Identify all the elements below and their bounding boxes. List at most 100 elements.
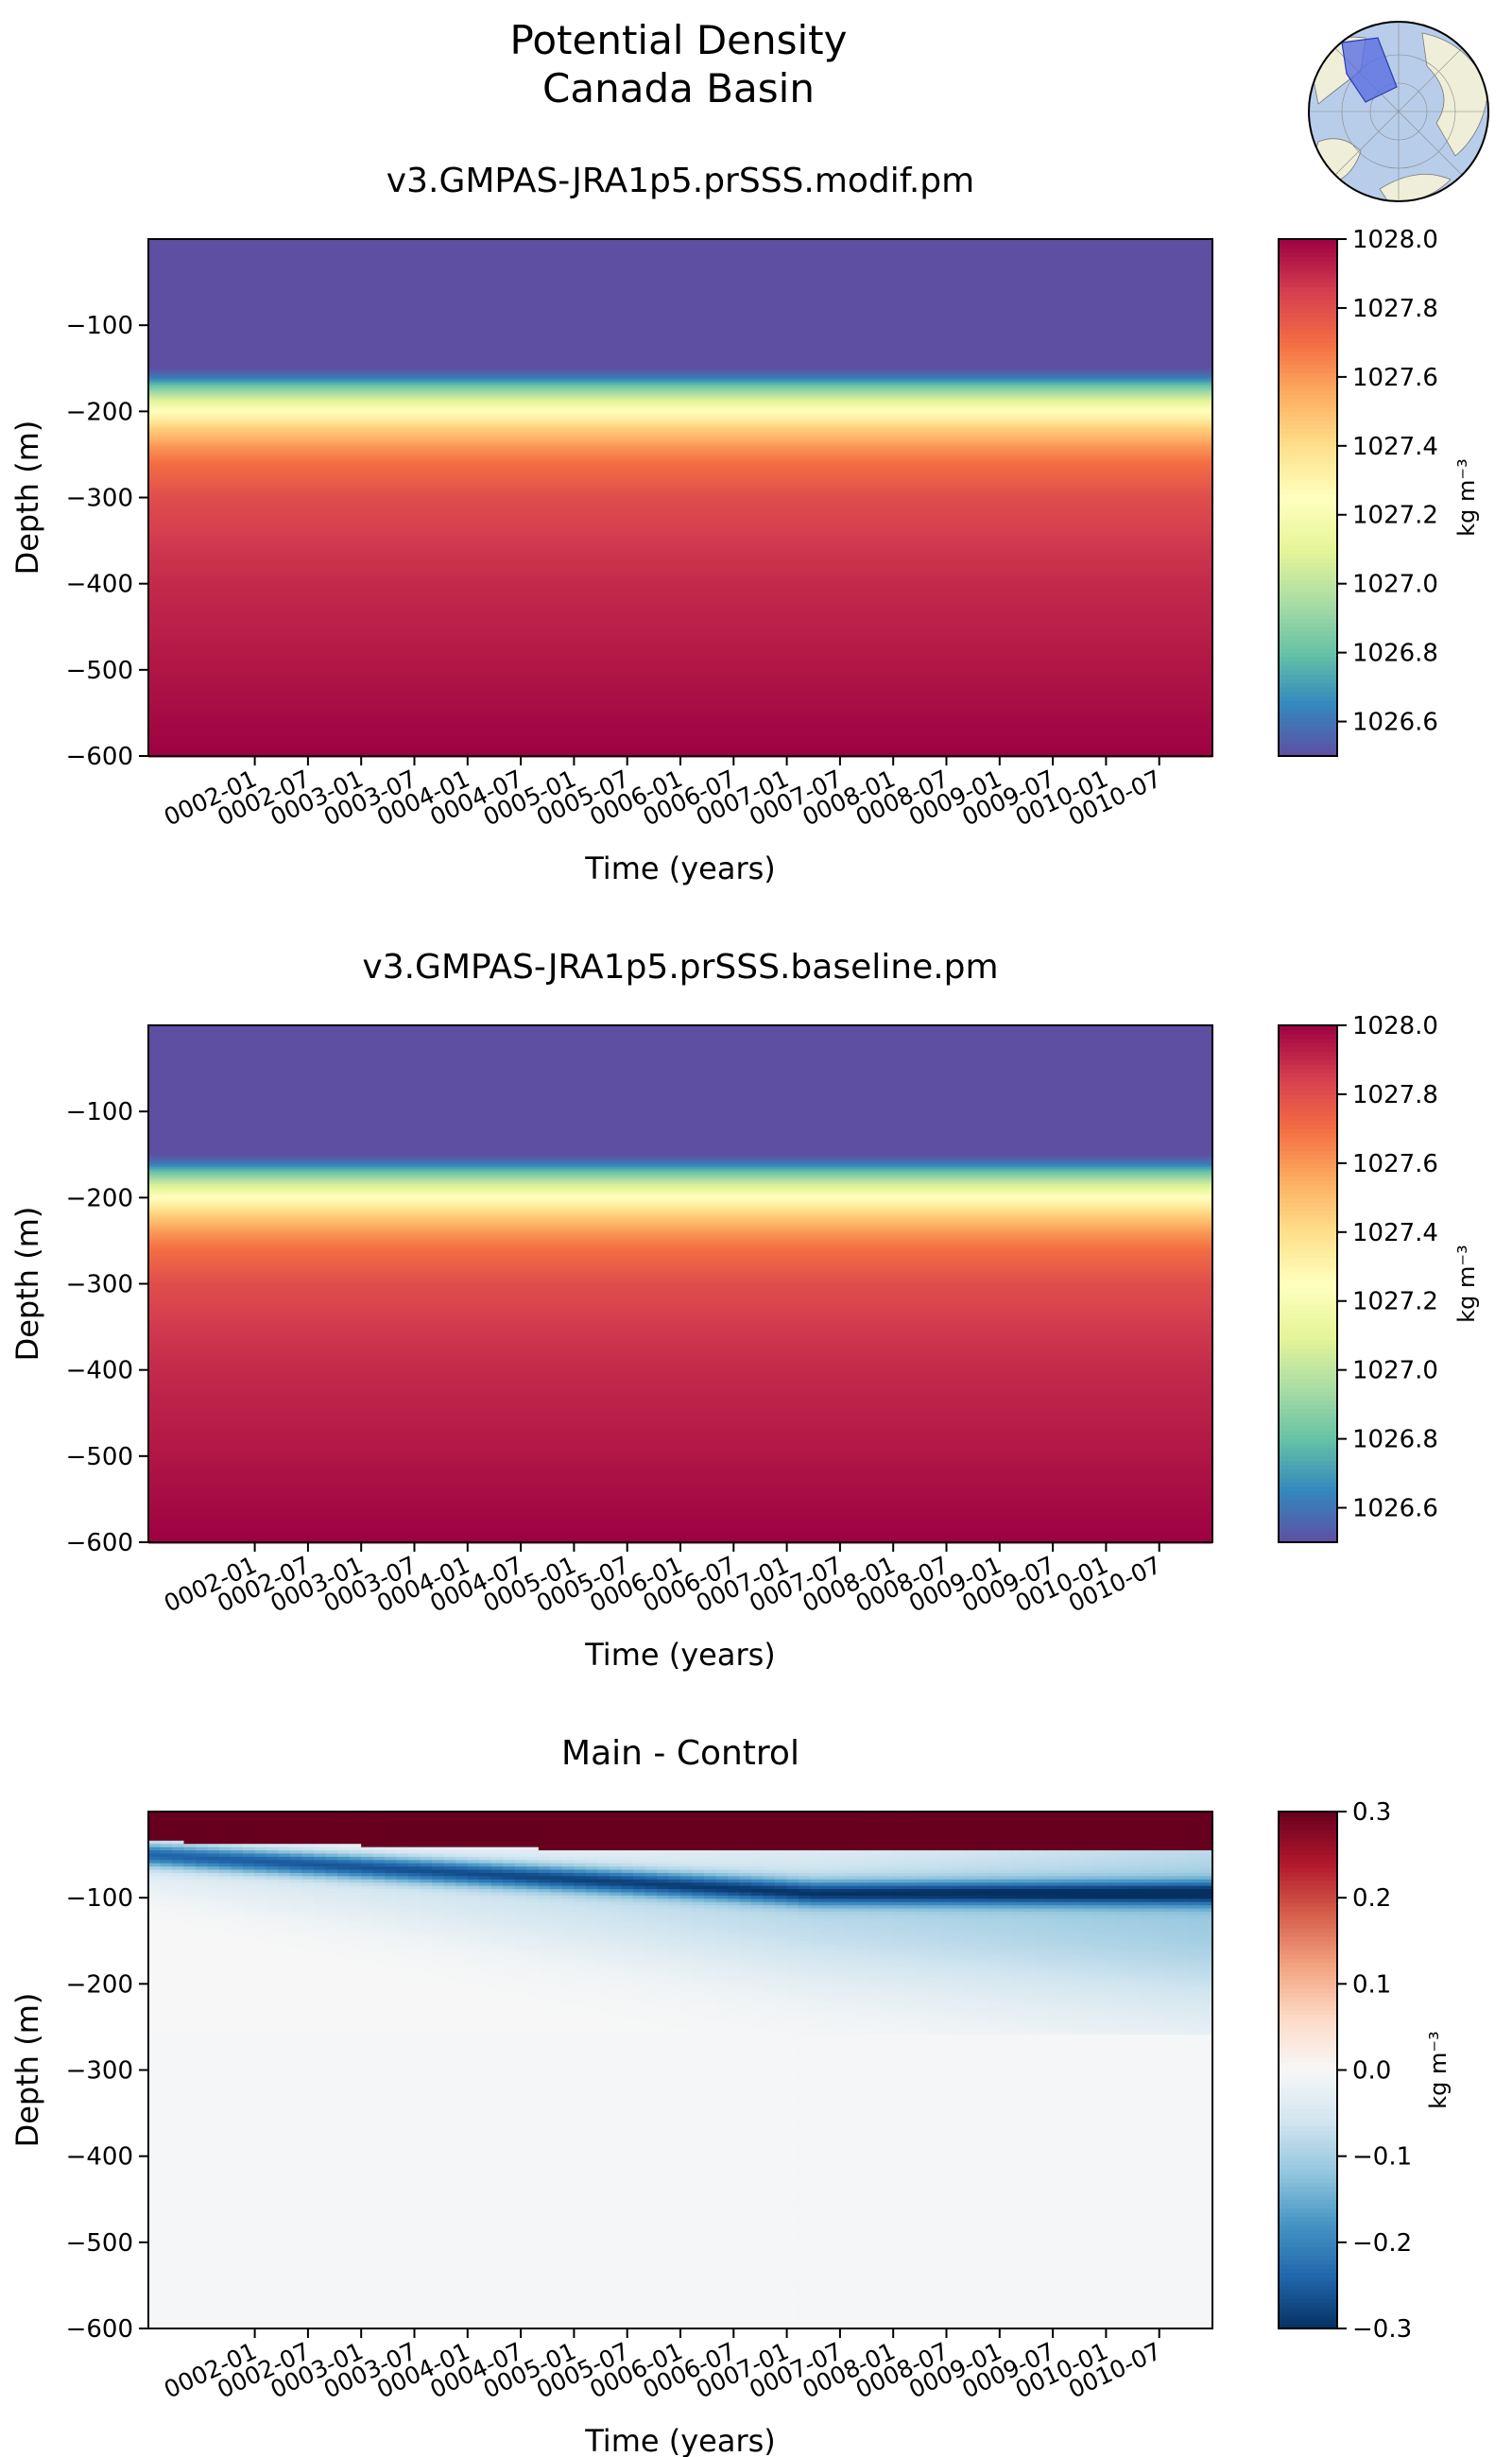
- heatmap-cell: [148, 1502, 1212, 1504]
- heatmap-cell: [243, 2067, 256, 2071]
- heatmap-cell: [337, 2060, 351, 2065]
- heatmap-cell: [231, 2202, 244, 2207]
- heatmap-cell: [337, 1944, 351, 1949]
- heatmap-cell: [243, 2244, 256, 2249]
- heatmap-cell: [301, 2293, 315, 2297]
- heatmap-cell: [148, 608, 1212, 610]
- colorbar-swatch: [1279, 1529, 1337, 1535]
- heatmap-cell: [243, 2257, 256, 2261]
- heatmap-cell: [254, 2260, 267, 2265]
- heatmap-cell: [325, 1944, 338, 1949]
- heatmap-cell: [196, 1860, 209, 1864]
- heatmap-cell: [160, 2244, 173, 2249]
- heatmap-cell: [148, 1042, 1212, 1045]
- heatmap-cell: [349, 2063, 362, 2068]
- heatmap-cell: [420, 2283, 433, 2288]
- heatmap-cell: [148, 577, 1212, 580]
- heatmap-cell: [160, 1828, 173, 1832]
- heatmap-cell: [361, 1933, 374, 1938]
- heatmap-cell: [219, 2156, 232, 2161]
- heatmap-cell: [314, 2024, 327, 2029]
- heatmap-cell: [172, 2176, 185, 2181]
- heatmap-cell: [314, 2257, 327, 2261]
- heatmap-cell: [432, 1956, 445, 1961]
- heatmap-cell: [172, 2202, 185, 2207]
- heatmap-cell: [325, 1882, 338, 1887]
- heatmap-cell: [231, 2325, 244, 2329]
- heatmap-cell: [231, 1814, 244, 1819]
- heatmap-cell: [385, 2070, 398, 2074]
- heatmap-cell: [172, 2050, 185, 2055]
- heatmap-cell: [148, 1373, 1212, 1376]
- heatmap-cell: [301, 1947, 315, 1951]
- heatmap-cell: [148, 279, 1212, 282]
- heatmap-cell: [207, 2254, 220, 2259]
- heatmap-cell: [148, 1479, 1212, 1482]
- heatmap-cell: [219, 1889, 232, 1894]
- heatmap-cell: [361, 2060, 374, 2065]
- heatmap-cell: [290, 1917, 303, 1922]
- heatmap-cell: [219, 1960, 232, 1965]
- heatmap-cell: [408, 2018, 421, 2022]
- heatmap-cell: [278, 1817, 291, 1822]
- heatmap-cell: [325, 1995, 338, 2000]
- heatmap-cell: [420, 1989, 433, 1994]
- heatmap-cell: [243, 2267, 256, 2272]
- colorbar-label: kg m⁻³: [1453, 1245, 1480, 1322]
- heatmap-cell: [231, 1863, 244, 1867]
- heatmap-cell: [148, 610, 1212, 612]
- heatmap-cell: [148, 262, 1212, 265]
- heatmap-cell: [148, 1347, 1212, 1349]
- heatmap-cell: [432, 1844, 445, 1848]
- heatmap-cell: [432, 1889, 445, 1894]
- heatmap-cell: [432, 2176, 445, 2181]
- heatmap-cell: [325, 1901, 338, 1906]
- heatmap-cell: [408, 2150, 421, 2155]
- heatmap-cell: [172, 2079, 185, 2084]
- colorbar-swatch: [1279, 1029, 1337, 1035]
- heatmap-cell: [148, 1074, 1212, 1077]
- heatmap-cell: [243, 2063, 256, 2068]
- heatmap-cell: [219, 1853, 232, 1858]
- heatmap-cell: [196, 1931, 209, 1935]
- heatmap-cell: [349, 2273, 362, 2277]
- heatmap-cell: [396, 1860, 409, 1864]
- heatmap-cell: [278, 2028, 291, 2033]
- heatmap-cell: [349, 2295, 362, 2300]
- heatmap-cell: [148, 1197, 1212, 1200]
- heatmap-cell: [314, 1956, 327, 1961]
- heatmap-cell: [254, 2079, 267, 2084]
- heatmap-cell: [243, 2105, 256, 2110]
- heatmap-cell: [432, 2238, 445, 2242]
- heatmap-cell: [266, 1872, 280, 1877]
- heatmap-cell: [278, 2037, 291, 2042]
- heatmap-cell: [278, 2086, 291, 2090]
- heatmap-cell: [148, 283, 1212, 285]
- heatmap-cell: [361, 2095, 374, 2100]
- heatmap-cell: [314, 1921, 327, 1926]
- heatmap-cell: [385, 2021, 398, 2026]
- heatmap-cell: [196, 1915, 209, 1919]
- colorbar-tick-label: 1026.8: [1352, 1426, 1438, 1454]
- heatmap-cell: [160, 2028, 173, 2033]
- heatmap-cell: [148, 2215, 162, 2220]
- heatmap-cell: [148, 687, 1212, 690]
- heatmap-cell: [207, 1847, 220, 1851]
- heatmap-cell: [325, 2108, 338, 2113]
- heatmap-cell: [196, 2295, 209, 2300]
- heatmap-cell: [278, 2199, 291, 2204]
- colorbar-swatch: [1279, 1236, 1337, 1242]
- heatmap-cell: [372, 1853, 386, 1858]
- heatmap-cell: [314, 2060, 327, 2065]
- heatmap-cell: [408, 2163, 421, 2168]
- heatmap-cell: [160, 2315, 173, 2320]
- heatmap-cell: [337, 2263, 351, 2268]
- heatmap-cell: [314, 2072, 327, 2077]
- heatmap-cell: [183, 1956, 197, 1961]
- heatmap-cell: [337, 2138, 351, 2142]
- heatmap-cell: [196, 2309, 209, 2313]
- heatmap-cell: [183, 2015, 197, 2019]
- heatmap-cell: [207, 2138, 220, 2142]
- heatmap-cell: [196, 2095, 209, 2100]
- heatmap-cell: [219, 2183, 232, 2188]
